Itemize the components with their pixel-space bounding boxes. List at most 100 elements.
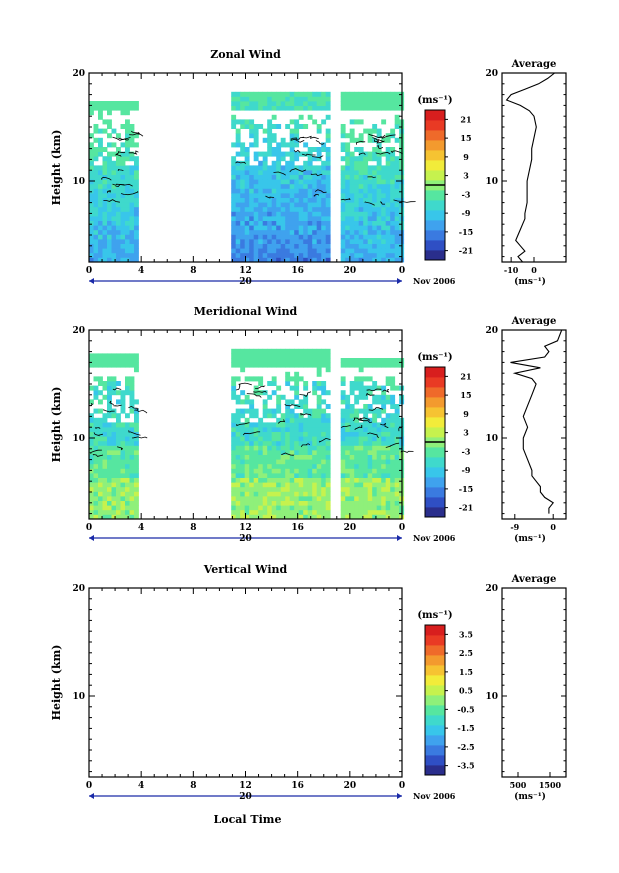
heatmap-cell xyxy=(298,193,304,198)
heatmap-cell xyxy=(325,151,331,157)
heatmap-cell xyxy=(134,422,139,428)
heatmap-cell xyxy=(385,500,391,506)
heatmap-cell xyxy=(316,234,322,240)
heatmap-cell xyxy=(276,234,282,240)
heatmap-cell xyxy=(107,431,112,437)
heatmap-cell xyxy=(276,399,282,405)
heatmap-cell xyxy=(120,252,126,258)
heatmap-cell xyxy=(120,151,126,157)
heatmap-cell xyxy=(340,105,346,111)
heatmap-cell xyxy=(316,385,322,391)
heatmap-cell xyxy=(244,257,250,263)
heatmap-cell xyxy=(345,147,351,152)
heatmap-cell xyxy=(258,211,264,217)
heatmap-cell xyxy=(381,243,387,249)
heatmap-cell xyxy=(235,220,241,226)
heatmap-cell xyxy=(276,142,282,148)
heatmap-cell xyxy=(125,509,130,515)
heatmap-cell xyxy=(98,101,103,106)
heatmap-cell xyxy=(298,353,304,359)
heatmap-cell xyxy=(107,454,112,460)
heatmap-cell xyxy=(340,413,346,419)
contour-line xyxy=(358,417,371,421)
heatmap-cell xyxy=(316,427,322,432)
plot-frame xyxy=(88,587,403,778)
heatmap-cell xyxy=(372,156,378,162)
heatmap-cell xyxy=(240,431,246,437)
heatmap-cell xyxy=(390,417,396,423)
heatmap-cell xyxy=(231,220,237,226)
colorbar-swatch xyxy=(425,755,445,766)
heatmap-cell xyxy=(312,188,318,194)
heatmap-cell xyxy=(325,404,331,409)
heatmap-cell xyxy=(276,450,282,455)
heatmap-cell xyxy=(244,151,250,157)
heatmap-cell xyxy=(262,514,268,520)
heatmap-cell xyxy=(116,390,121,396)
heatmap-cell xyxy=(394,248,400,254)
heatmap-cell xyxy=(381,234,387,240)
heatmap-cell xyxy=(381,440,387,446)
heatmap-cell xyxy=(358,459,364,465)
heatmap-cell xyxy=(231,454,237,460)
heatmap-cell xyxy=(125,468,130,474)
heatmap-cell xyxy=(120,353,126,359)
heatmap-cell xyxy=(244,101,250,106)
heatmap-cell xyxy=(376,252,382,258)
heatmap-cell xyxy=(134,486,139,492)
heatmap-cell xyxy=(129,394,135,400)
heatmap-cell xyxy=(244,394,250,400)
heatmap-cell xyxy=(312,486,318,492)
heatmap-cell xyxy=(276,105,282,111)
heatmap-cell xyxy=(262,202,268,208)
heatmap-cell xyxy=(125,124,130,129)
heatmap-cell xyxy=(244,216,250,221)
heatmap-cell xyxy=(390,473,396,478)
heatmap-cell xyxy=(98,137,103,143)
heatmap-cell xyxy=(253,202,259,208)
heatmap-cell xyxy=(267,408,273,414)
heatmap-cell xyxy=(363,509,369,515)
heatmap-cell xyxy=(240,353,246,359)
heatmap-cell xyxy=(372,500,378,506)
heatmap-cell xyxy=(307,229,313,235)
heatmap-cell xyxy=(271,422,277,428)
heatmap-cell xyxy=(258,500,264,506)
heatmap-cell xyxy=(354,225,360,231)
heatmap-cell xyxy=(385,454,391,460)
heatmap-cell xyxy=(125,119,130,125)
heatmap-cell xyxy=(129,137,135,143)
date-bar-arrow-left xyxy=(89,535,94,541)
heatmap-cell xyxy=(111,142,117,148)
heatmap-cell xyxy=(298,473,304,478)
contour-line xyxy=(273,171,286,176)
heatmap-cell xyxy=(267,206,273,212)
heatmap-cell xyxy=(303,463,309,469)
heatmap-cell xyxy=(285,105,291,111)
heatmap-cell xyxy=(303,482,309,488)
colorbar-swatch xyxy=(425,387,445,398)
heatmap-cell xyxy=(102,463,108,469)
heatmap-cell xyxy=(316,252,322,258)
heatmap-cell xyxy=(134,450,139,455)
heatmap-cell xyxy=(298,450,304,455)
heatmap-cell xyxy=(385,362,391,368)
y-axis-label: Height (km) xyxy=(50,130,63,206)
heatmap-cell xyxy=(111,509,117,515)
heatmap-cell xyxy=(372,165,378,171)
colorbar-swatch xyxy=(425,240,445,251)
heatmap-cell xyxy=(120,110,126,116)
heatmap-cell xyxy=(358,496,364,501)
heatmap-cell xyxy=(394,234,400,240)
heatmap-cell xyxy=(340,440,346,446)
heatmap-cell xyxy=(244,96,250,102)
heatmap-cell xyxy=(285,211,291,217)
x-axis-label: Local Time xyxy=(214,813,282,826)
heatmap-cell xyxy=(312,385,318,391)
heatmap-cell xyxy=(129,156,135,162)
heatmap-cell xyxy=(276,91,282,97)
heatmap-cell xyxy=(111,243,117,249)
heatmap-cell xyxy=(381,170,387,175)
heatmap-cell xyxy=(253,358,259,363)
heatmap-cell xyxy=(134,133,139,139)
